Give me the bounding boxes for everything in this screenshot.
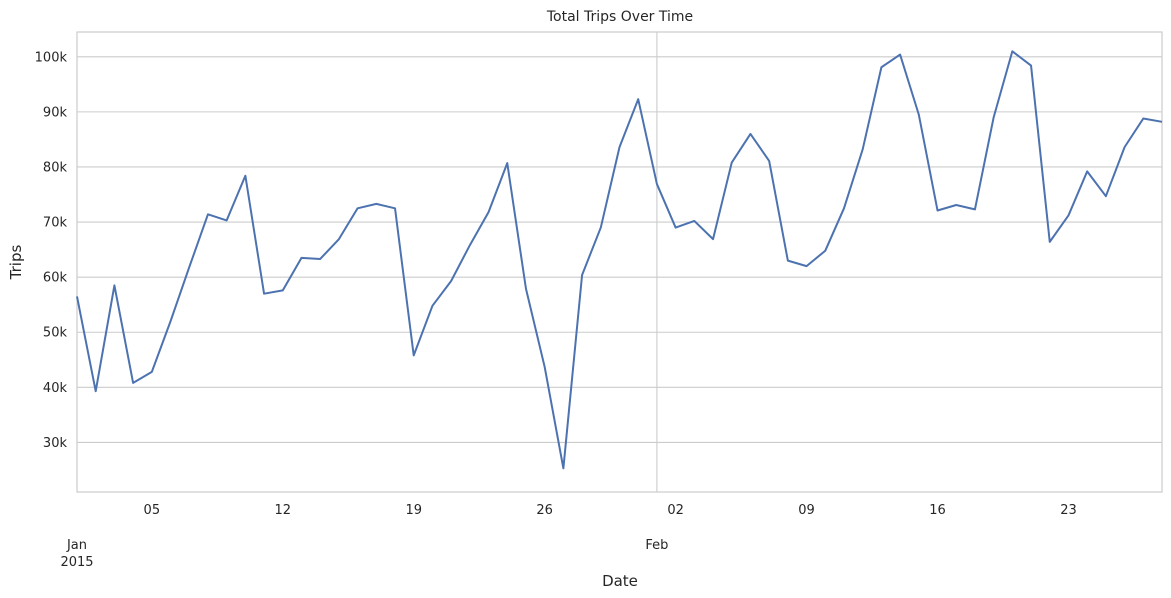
- x-axis-label: Date: [602, 572, 638, 590]
- y-tick-label: 70k: [43, 216, 68, 231]
- y-tick-label: 100k: [35, 50, 68, 65]
- x-major-tick-label: Jan: [66, 538, 87, 553]
- x-tick-label: 19: [405, 503, 422, 518]
- y-tick-label: 30k: [43, 436, 68, 451]
- x-tick-label: 26: [536, 503, 553, 518]
- y-tick-label: 60k: [43, 271, 68, 286]
- y-tick-label: 80k: [43, 160, 68, 175]
- y-axis: 30k 40k 50k 60k 70k 80k 90k 100k: [35, 50, 68, 451]
- x-major-tick-sublabel: 2015: [60, 555, 93, 570]
- y-axis-label: Trips: [7, 245, 25, 281]
- x-tick-label: 12: [275, 503, 292, 518]
- x-tick-label: 23: [1060, 503, 1077, 518]
- chart-title: Total Trips Over Time: [546, 9, 693, 25]
- x-tick-label: 05: [144, 503, 161, 518]
- grid: [77, 32, 1162, 492]
- x-tick-label: 16: [929, 503, 946, 518]
- y-tick-label: 90k: [43, 105, 68, 120]
- y-tick-label: 50k: [43, 326, 68, 341]
- x-tick-label: 09: [798, 503, 815, 518]
- y-tick-label: 40k: [43, 381, 68, 396]
- x-major-tick-label: Feb: [645, 538, 668, 553]
- series-line: [76, 50, 1163, 470]
- x-axis: Jan 2015 Feb 05 12 19 26 02 09 16 23: [60, 503, 1076, 570]
- x-tick-label: 02: [667, 503, 684, 518]
- plot-frame: [76, 31, 1163, 493]
